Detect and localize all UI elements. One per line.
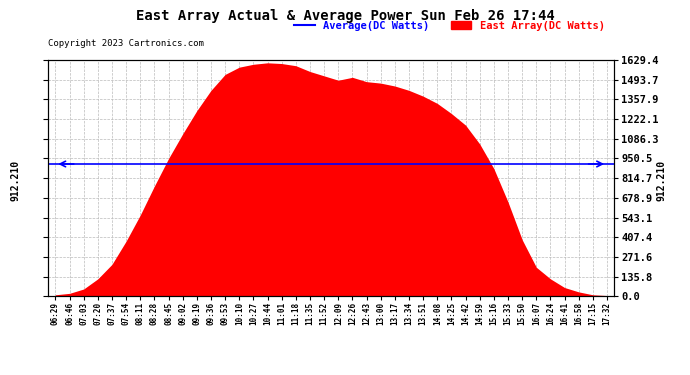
Text: Copyright 2023 Cartronics.com: Copyright 2023 Cartronics.com [48,39,204,48]
Text: East Array Actual & Average Power Sun Feb 26 17:44: East Array Actual & Average Power Sun Fe… [136,9,554,23]
Text: 912.210: 912.210 [10,159,20,201]
Legend: Average(DC Watts), East Array(DC Watts): Average(DC Watts), East Array(DC Watts) [290,16,609,35]
Text: 912.210: 912.210 [656,159,666,201]
